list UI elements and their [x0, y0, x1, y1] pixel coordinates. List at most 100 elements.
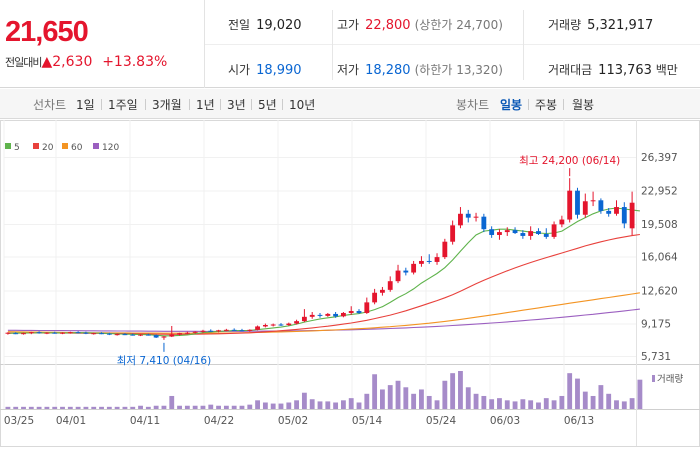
volume-bar	[372, 374, 378, 409]
trade-amount: 거래대금 113,763 백만	[548, 63, 678, 78]
up-arrow-icon: ▲	[41, 54, 53, 70]
x-tick-label: 05/24	[426, 415, 457, 427]
volume-bar	[567, 373, 573, 409]
volume-bar	[559, 395, 565, 409]
volume-bar	[67, 406, 73, 409]
legend-swatch-120	[93, 143, 99, 149]
volume-bar	[364, 393, 370, 409]
volume-bar	[465, 387, 471, 409]
period-10y[interactable]: 10년	[289, 98, 316, 112]
volume-bar	[161, 405, 167, 409]
low-price: 저가 18,280 (하한가 13,320)	[337, 63, 503, 78]
volume-bar	[629, 398, 635, 409]
volume-bar	[419, 389, 424, 409]
x-tick-label: 06/13	[564, 415, 594, 427]
candle-body	[184, 332, 190, 334]
volume-bar	[44, 406, 50, 409]
volume-bar	[497, 398, 502, 409]
volume-bar	[5, 406, 11, 409]
volume-bar	[153, 405, 159, 409]
candle-body	[114, 334, 120, 336]
volume-bar	[106, 406, 112, 409]
legend-swatch-60	[62, 143, 68, 149]
summary-col-divider	[523, 10, 524, 80]
volume-bar	[426, 395, 432, 409]
volume-legend-label: 거래량	[657, 373, 683, 385]
volume-bar	[395, 380, 401, 409]
volume-bar	[512, 401, 518, 409]
volume-bar	[138, 405, 143, 409]
period-1y[interactable]: 1년	[196, 98, 215, 112]
volume-bar	[411, 393, 417, 409]
volume-bar	[340, 400, 346, 409]
candle-body	[411, 263, 417, 273]
candle-body	[621, 207, 627, 224]
period-1d[interactable]: 1일	[76, 98, 95, 112]
period-5y[interactable]: 5년	[258, 98, 277, 112]
candle-body	[138, 334, 143, 336]
candle-body	[130, 334, 136, 336]
candle-body	[239, 330, 245, 332]
candle-body	[543, 234, 549, 237]
volume-bar	[614, 400, 619, 409]
period-3m[interactable]: 3개월	[152, 98, 182, 112]
candle-body	[208, 330, 214, 332]
toolbar-divider	[251, 99, 252, 110]
x-tick-label: 05/14	[352, 415, 383, 427]
candle-monthly[interactable]: 월봉	[572, 98, 595, 112]
candle-body	[364, 302, 370, 313]
candle-body	[434, 257, 440, 262]
candle-body	[419, 260, 424, 264]
legend-swatch-20	[33, 143, 39, 149]
candle-body	[629, 202, 635, 229]
candle-body	[458, 213, 463, 226]
candle-body	[528, 231, 534, 236]
candle-body	[13, 333, 19, 335]
toolbar-divider	[220, 99, 221, 110]
y-tick-label: 16,064	[641, 252, 678, 264]
volume-bar	[208, 404, 214, 409]
candle-body	[270, 324, 276, 326]
candle-daily[interactable]: 일봉	[500, 98, 523, 112]
candle-body	[122, 334, 128, 336]
change-row: 전일대비▲2,630 +13.83%	[5, 54, 167, 70]
x-tick-label: 05/02	[278, 415, 308, 427]
candle-body	[153, 335, 159, 338]
candle-body	[169, 334, 175, 337]
candle-body	[380, 289, 385, 293]
volume-bar	[60, 406, 65, 409]
candle-body	[559, 219, 565, 225]
volume-bar	[231, 405, 237, 409]
candle-body	[614, 207, 619, 214]
volume-bar	[575, 378, 580, 409]
candle-body	[286, 323, 292, 326]
change-value: 2,630	[52, 54, 93, 70]
volume-bar	[52, 406, 58, 409]
volume-bar	[223, 405, 229, 409]
volume-bar	[309, 399, 315, 409]
candle-body	[504, 230, 510, 233]
volume-bar	[356, 402, 362, 409]
prev-close: 전일 19,020	[228, 18, 302, 33]
candle-body	[309, 314, 315, 317]
candle-body	[21, 333, 26, 335]
candle-weekly[interactable]: 주봉	[535, 98, 558, 112]
volume-bar	[403, 387, 409, 409]
ma5-line	[7, 207, 640, 337]
candle-body	[395, 270, 401, 282]
candle-body	[512, 230, 518, 234]
volume-bar	[99, 406, 104, 409]
summary-row-divider	[205, 44, 700, 45]
toolbar-divider	[563, 99, 564, 110]
volume-bar	[598, 385, 604, 409]
volume-bar	[83, 406, 89, 409]
period-1w[interactable]: 1주일	[108, 98, 138, 112]
high-annotation: 최고 24,200 (06/14)	[519, 155, 620, 167]
change-percent: +13.83%	[102, 54, 168, 70]
volume-bar	[75, 406, 81, 409]
volume-bar	[91, 406, 97, 409]
volume-bar	[270, 403, 276, 409]
x-tick-label: 06/03	[490, 415, 520, 427]
period-3y[interactable]: 3년	[227, 98, 246, 112]
